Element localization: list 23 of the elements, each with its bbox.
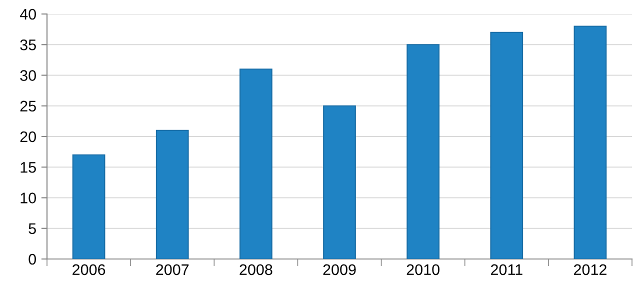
y-tick-label: 15 bbox=[20, 162, 36, 173]
bar bbox=[574, 26, 607, 259]
bar bbox=[490, 32, 524, 259]
y-tick-label: 0 bbox=[28, 254, 36, 265]
x-tick-label: 2012 bbox=[574, 264, 606, 276]
x-tick-label: 2010 bbox=[406, 264, 440, 276]
y-tick-label: 25 bbox=[20, 100, 36, 112]
x-tick-label: 2008 bbox=[240, 264, 272, 276]
y-tick-label: 10 bbox=[20, 192, 36, 204]
x-tick-label: 2007 bbox=[156, 264, 189, 276]
bar bbox=[323, 105, 356, 259]
x-tick-label: 2006 bbox=[72, 264, 106, 276]
bar bbox=[72, 154, 106, 259]
x-tick-label: 2011 bbox=[490, 264, 522, 276]
x-tick-label: 2009 bbox=[323, 264, 356, 276]
y-tick-label: 20 bbox=[20, 131, 36, 142]
y-tick-label: 35 bbox=[20, 39, 36, 50]
y-tick-label: 5 bbox=[28, 223, 36, 234]
bar bbox=[156, 130, 189, 259]
y-tick-label: 40 bbox=[20, 8, 36, 20]
bar bbox=[239, 68, 272, 259]
y-tick-label: 30 bbox=[20, 70, 36, 81]
bar bbox=[406, 44, 440, 259]
